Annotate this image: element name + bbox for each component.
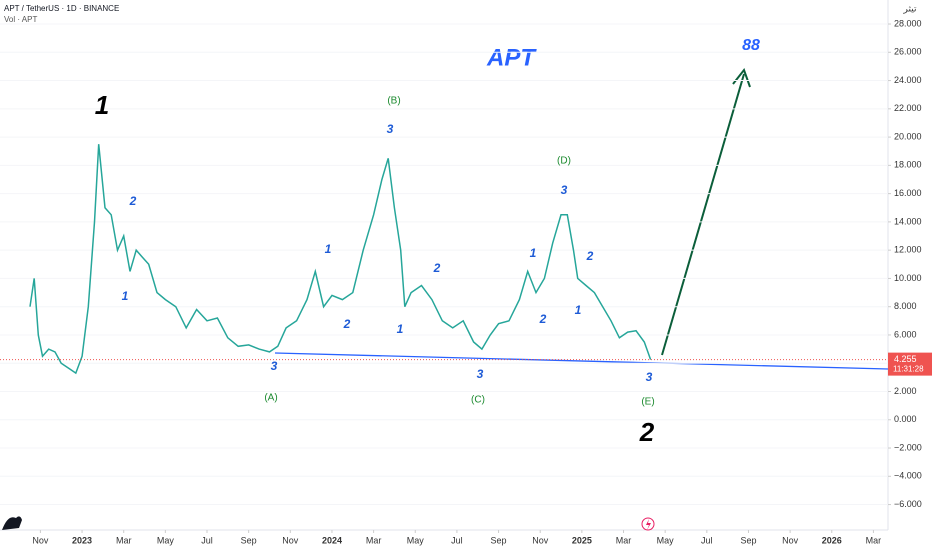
wave-label: (C)	[471, 395, 485, 406]
wave-label: (D)	[557, 156, 571, 167]
volume-header: Vol · APT	[4, 15, 37, 24]
wave-label: 3	[561, 183, 568, 197]
wave-label: 3	[271, 359, 278, 373]
y-tick-label: −6.000	[894, 499, 922, 509]
y-tick-label: 0.000	[894, 414, 917, 424]
y-tick-label: 24.000	[894, 75, 922, 85]
wave-label: (B)	[387, 96, 400, 107]
wave-label: 2	[639, 417, 655, 447]
wave-label: 1	[575, 303, 582, 317]
x-tick-label: May	[657, 535, 675, 545]
y-tick-label: 20.000	[894, 131, 922, 141]
logo	[2, 516, 22, 530]
last-price-badge	[888, 352, 932, 376]
wave-label: 1	[325, 242, 332, 256]
arrow-head	[732, 67, 751, 88]
x-tick-label: 2025	[572, 535, 592, 545]
y-tick-label: 14.000	[894, 216, 922, 226]
x-tick-label: 2023	[72, 535, 92, 545]
x-tick-label: Jul	[701, 535, 713, 545]
wave-label: (E)	[641, 397, 654, 408]
y-tick-label: 22.000	[894, 103, 922, 113]
x-tick-label: May	[157, 535, 175, 545]
y-tick-label: 2.000	[894, 386, 917, 396]
wave-label: 3	[387, 122, 394, 136]
x-tick-label: Nov	[782, 535, 799, 545]
x-tick-label: Mar	[366, 535, 382, 545]
last-price-label: 4.255	[894, 354, 917, 364]
wave-label: 2	[539, 312, 547, 326]
y-tick-label: 6.000	[894, 329, 917, 339]
x-tick-label: Jul	[201, 535, 213, 545]
x-tick-label: Nov	[532, 535, 549, 545]
wave-label: 2	[586, 249, 594, 263]
wave-label: 3	[477, 367, 484, 381]
target-arrow	[661, 73, 745, 356]
x-tick-label: Sep	[241, 535, 257, 545]
x-tick-label: Mar	[866, 535, 882, 545]
y-tick-label: 18.000	[894, 160, 922, 170]
x-tick-label: 2026	[822, 535, 842, 545]
x-tick-label: 2024	[322, 535, 342, 545]
y-tick-label: 28.000	[894, 18, 922, 28]
y-tick-label: 16.000	[894, 188, 922, 198]
x-tick-label: Sep	[491, 535, 507, 545]
x-tick-label: Nov	[282, 535, 299, 545]
wave-label: 1	[530, 246, 537, 260]
currency-label: تيثر	[903, 3, 917, 14]
y-tick-label: −4.000	[894, 471, 922, 481]
lightning-icon[interactable]	[641, 517, 655, 531]
x-tick-label: Nov	[32, 535, 49, 545]
wave-label: 2	[433, 261, 441, 275]
countdown: 11:31:28	[893, 365, 924, 374]
wave-label: (A)	[264, 393, 277, 404]
x-tick-label: Sep	[740, 535, 756, 545]
target-label: 88	[742, 37, 760, 54]
wave-label: 2	[343, 317, 351, 331]
x-tick-label: Mar	[116, 535, 132, 545]
y-tick-label: −2.000	[894, 442, 922, 452]
y-tick-label: 10.000	[894, 273, 922, 283]
wave-label: 1	[95, 90, 109, 120]
chart-title: APT	[486, 44, 537, 71]
y-tick-label: 8.000	[894, 301, 917, 311]
price-line	[29, 144, 652, 375]
wave-label: 3	[646, 370, 653, 384]
y-tick-label: 26.000	[894, 47, 922, 57]
y-tick-label: 12.000	[894, 245, 922, 255]
trend-line	[274, 352, 889, 370]
wave-label: 2	[129, 194, 137, 208]
x-tick-label: Mar	[616, 535, 632, 545]
wave-label: 1	[397, 322, 404, 336]
x-tick-label: Jul	[451, 535, 463, 545]
x-tick-label: May	[407, 535, 425, 545]
symbol-header: APT / TetherUS · 1D · BINANCE	[4, 4, 119, 13]
wave-label: 1	[122, 289, 129, 303]
